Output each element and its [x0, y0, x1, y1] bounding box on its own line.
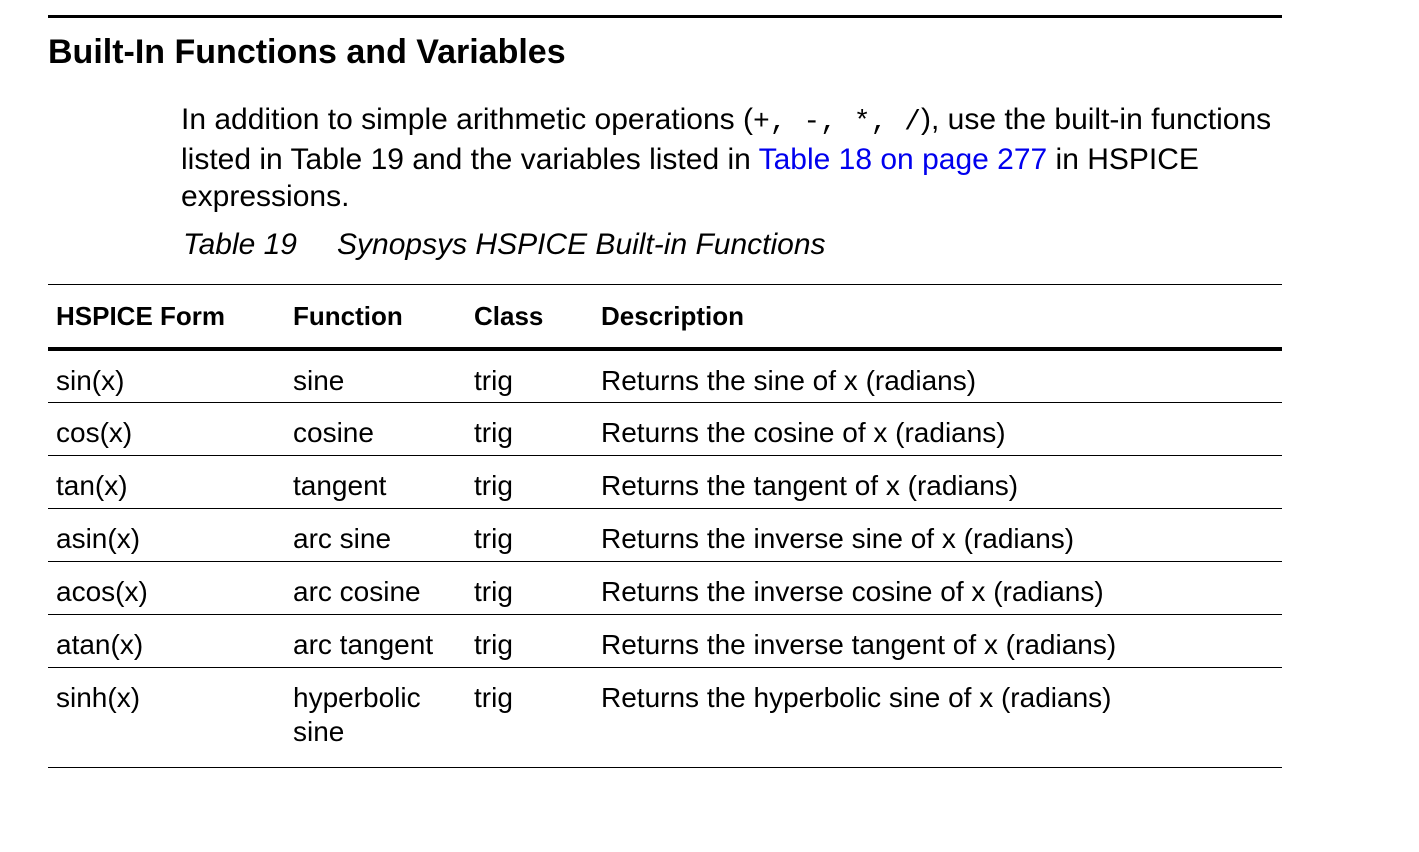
- cell-function: hyperbolic sine: [285, 667, 466, 768]
- arithmetic-operators: +, -, *, /: [752, 107, 921, 138]
- table-row: sin(x) sine trig Returns the sine of x (…: [48, 349, 1282, 403]
- intro-text-3: in HSPICE expressions.: [181, 143, 1199, 213]
- header-description: Description: [593, 284, 1282, 351]
- cell-form: sin(x): [48, 349, 285, 403]
- intro-paragraph: In addition to simple arithmetic operati…: [181, 101, 1291, 215]
- header-class: Class: [466, 284, 593, 351]
- cell-class: trig: [466, 402, 593, 456]
- table-row: acos(x) arc cosine trig Returns the inve…: [48, 561, 1282, 615]
- intro-text-2: ), use the built-in functions listed in …: [181, 103, 1272, 176]
- cell-description: Returns the sine of x (radians): [593, 349, 1282, 403]
- cell-class: trig: [466, 349, 593, 403]
- cell-class: trig: [466, 561, 593, 615]
- caption-label: Table 19: [183, 228, 297, 261]
- builtin-functions-table: HSPICE Form Function Class Description s…: [48, 284, 1282, 768]
- header-hspice-form: HSPICE Form: [48, 284, 285, 351]
- intro-text-1: In addition to simple arithmetic operati…: [181, 103, 753, 136]
- table-18-link[interactable]: Table 18 on page 277: [758, 143, 1048, 176]
- cell-description: Returns the inverse tangent of x (radian…: [593, 614, 1282, 668]
- section-heading: Built-In Functions and Variables: [48, 33, 566, 71]
- cell-description: Returns the inverse sine of x (radians): [593, 508, 1282, 562]
- table-row: tan(x) tangent trig Returns the tangent …: [48, 455, 1282, 509]
- cell-function: arc sine: [285, 508, 466, 562]
- cell-function: tangent: [285, 455, 466, 509]
- table-caption: Table 19 Synopsys HSPICE Built-in Functio…: [183, 226, 826, 263]
- cell-description: Returns the inverse cosine of x (radians…: [593, 561, 1282, 615]
- cell-class: trig: [466, 455, 593, 509]
- header-function: Function: [285, 284, 466, 351]
- cell-description: Returns the hyperbolic sine of x (radian…: [593, 667, 1282, 768]
- cell-class: trig: [466, 667, 593, 768]
- table-row: asin(x) arc sine trig Returns the invers…: [48, 508, 1282, 562]
- cell-description: Returns the cosine of x (radians): [593, 402, 1282, 456]
- cell-description: Returns the tangent of x (radians): [593, 455, 1282, 509]
- cell-form: asin(x): [48, 508, 285, 562]
- cell-function: sine: [285, 349, 466, 403]
- cell-class: trig: [466, 614, 593, 668]
- cell-form: cos(x): [48, 402, 285, 456]
- table-header-row: HSPICE Form Function Class Description: [48, 284, 1282, 351]
- cell-form: sinh(x): [48, 667, 285, 768]
- table-row: cos(x) cosine trig Returns the cosine of…: [48, 402, 1282, 456]
- caption-title: Synopsys HSPICE Built-in Functions: [337, 228, 826, 261]
- cell-function: cosine: [285, 402, 466, 456]
- cell-form: atan(x): [48, 614, 285, 668]
- table-row: atan(x) arc tangent trig Returns the inv…: [48, 614, 1282, 668]
- top-rule: [48, 15, 1282, 18]
- cell-function: arc tangent: [285, 614, 466, 668]
- table-row: sinh(x) hyperbolic sine trig Returns the…: [48, 667, 1282, 768]
- cell-form: acos(x): [48, 561, 285, 615]
- cell-function: arc cosine: [285, 561, 466, 615]
- cell-class: trig: [466, 508, 593, 562]
- cell-form: tan(x): [48, 455, 285, 509]
